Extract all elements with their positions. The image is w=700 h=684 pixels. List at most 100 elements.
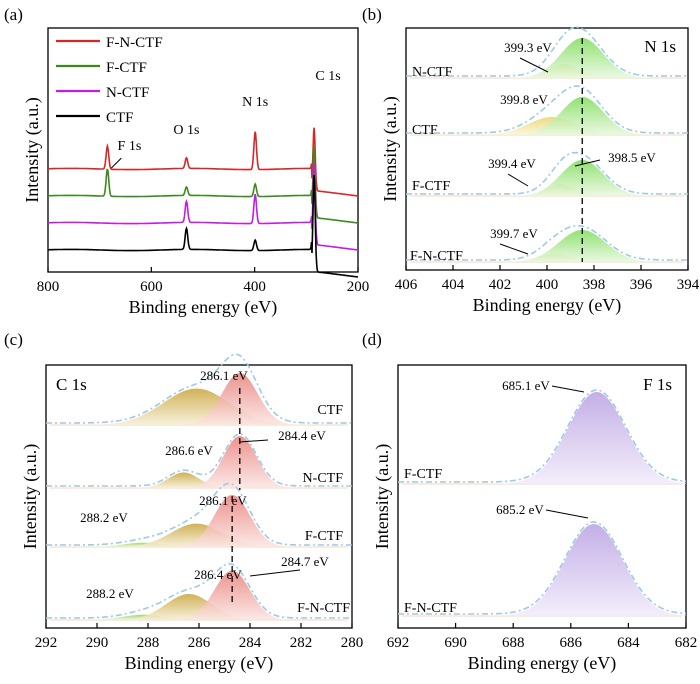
fit-envelope	[398, 521, 687, 615]
panel-1-spectra: N-CTF 399.3 eV CTF 399.8 eV F-CTF 399.4 eV 398…	[406, 26, 688, 264]
sample-label: F-N-CTF	[404, 601, 457, 616]
series-line-f-n-ctf	[48, 127, 359, 197]
component-peak	[398, 524, 686, 616]
component-peak	[406, 230, 688, 262]
y-axis-label: Intensity (a.u.)	[22, 97, 43, 202]
panel-corner-label: C 1s	[56, 375, 87, 394]
x-tick-label: 688	[502, 635, 525, 651]
component-peak	[406, 38, 688, 78]
fit-envelope	[406, 85, 688, 134]
panel-2-spectra: CTF 286.1 eV N-CTF 286.6 eV 284.4 eV F-CTF 286…	[46, 353, 352, 621]
x-tick-label: 288	[137, 635, 160, 651]
peak-annotation: C 1s	[315, 69, 340, 84]
sample-label: F-N-CTF	[297, 601, 350, 616]
sample-label: F-CTF	[404, 467, 442, 482]
peak-label: 398.5 eV	[608, 150, 656, 165]
x-tick-label: 404	[442, 277, 465, 293]
component-peak	[46, 388, 352, 425]
sample-label: F-CTF	[412, 179, 450, 194]
component-peak	[46, 614, 352, 620]
peak-annotation: F 1s	[118, 139, 142, 154]
x-axis-label: Binding energy (eV)	[129, 297, 278, 318]
peak-annotation: O 1s	[173, 123, 199, 138]
x-tick-label: 200	[347, 279, 370, 295]
annotation-arrow	[507, 173, 529, 187]
peak-label: 288.2 eV	[86, 586, 134, 601]
legend-entry: F-N-CTF	[106, 35, 163, 51]
series-line-f-ctf	[48, 146, 359, 224]
plot-frame	[397, 364, 687, 629]
peak-label: 685.2 eV	[496, 502, 544, 517]
x-tick-label: 286	[188, 635, 211, 651]
x-tick-label: 290	[86, 635, 109, 651]
annotation-arrow	[111, 157, 122, 169]
x-tick-label: 800	[37, 279, 60, 295]
x-tick-label: 400	[536, 277, 559, 293]
panel-corner-label: N 1s	[644, 37, 676, 56]
annotation-arrow	[499, 243, 529, 255]
peak-label: 288.2 eV	[80, 510, 128, 525]
panel-3-axes: 692 690 688 686 684 682 Binding energy (eV) Int…	[362, 330, 697, 674]
sample-label: F-CTF	[305, 529, 343, 544]
x-tick-label: 686	[560, 635, 583, 651]
annotation-arrow	[239, 439, 269, 443]
peak-label: 399.7 eV	[490, 226, 538, 241]
x-tick-label: 400	[243, 279, 266, 295]
x-tick-label: 398	[583, 277, 606, 293]
x-tick-label: 280	[341, 635, 364, 651]
component-peak	[406, 97, 688, 135]
x-axis-label: Binding energy (eV)	[125, 653, 274, 674]
peak-label: 286.6 eV	[165, 443, 213, 458]
panel-0-axes: 800 600 400 200 Binding energy (eV) Intensity…	[4, 5, 369, 318]
annotation-arrow	[519, 57, 549, 73]
x-tick-label: 406	[395, 277, 418, 293]
legend-entry: N-CTF	[106, 85, 149, 101]
x-tick-label: 600	[140, 279, 163, 295]
peak-label: 685.1 eV	[502, 378, 550, 393]
survey-lines: F 1s O 1s N 1s C 1s	[48, 69, 359, 278]
x-tick-label: 402	[489, 277, 512, 293]
sample-label: N-CTF	[303, 471, 344, 486]
peak-label: 286.1 eV	[200, 368, 248, 383]
panel-label: (c)	[4, 330, 23, 349]
component-peak	[406, 160, 688, 196]
fit-envelope	[406, 26, 688, 77]
series-line-ctf	[48, 175, 359, 278]
x-tick-label: 690	[444, 635, 467, 651]
peak-label: 284.7 eV	[281, 554, 329, 569]
fit-envelope	[406, 225, 688, 261]
fit-envelope	[46, 482, 352, 546]
component-peak	[46, 472, 352, 488]
x-axis-label: Binding energy (eV)	[473, 295, 622, 316]
fit-envelope	[46, 353, 352, 424]
panel-2-axes: 292 290 288 286 284 282 280 Binding energy (eV)…	[4, 330, 363, 674]
sample-label: F-N-CTF	[410, 249, 463, 264]
panel-label: (b)	[362, 5, 382, 24]
peak-label: 286.1 eV	[199, 493, 247, 508]
peak-label: 399.3 eV	[504, 40, 552, 55]
sample-label: N-CTF	[412, 65, 453, 80]
x-tick-label: 692	[387, 635, 410, 651]
annotation-arrow	[249, 569, 301, 577]
fit-envelope	[46, 562, 352, 619]
component-peak	[46, 542, 352, 547]
panel-corner-label: F 1s	[643, 375, 672, 394]
plot-frame	[47, 27, 359, 273]
panel-label: (a)	[4, 5, 23, 24]
panel-1-axes: 406 404 402 400 398 396 394 Binding energy (eV)…	[362, 5, 700, 316]
fit-envelope	[406, 151, 688, 195]
sample-label: CTF	[317, 403, 343, 418]
panel-label: (d)	[362, 330, 382, 349]
label-arrows	[239, 57, 601, 577]
component-peak	[46, 523, 352, 547]
legend-entry: F-CTF	[106, 60, 147, 76]
x-tick-label: 282	[290, 635, 313, 651]
x-tick-label: 394	[677, 277, 700, 293]
peak-annotation: N 1s	[242, 95, 268, 110]
fit-envelope	[46, 433, 352, 487]
annotation-arrow	[574, 159, 601, 167]
x-tick-label: 284	[239, 635, 262, 651]
x-tick-label: 396	[630, 277, 653, 293]
component-peak	[46, 594, 352, 620]
